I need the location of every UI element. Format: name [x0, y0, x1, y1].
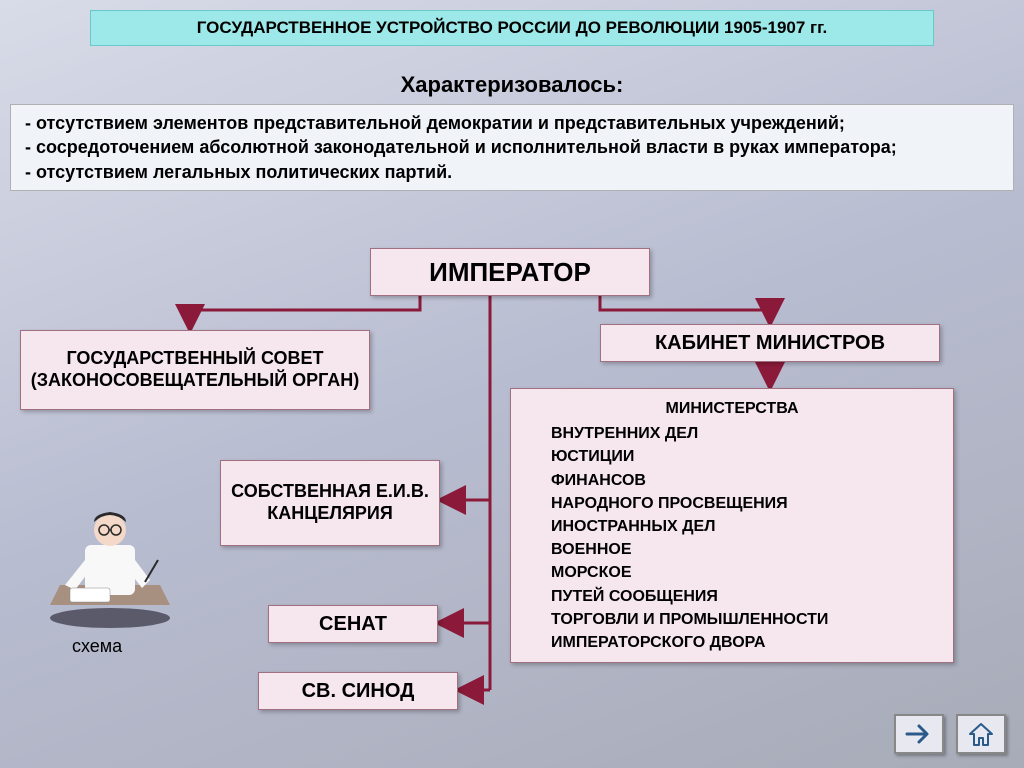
ministry-item: ЮСТИЦИИ — [551, 445, 939, 468]
emperor-label: ИМПЕРАТОР — [429, 257, 591, 288]
node-senate: СЕНАТ — [268, 605, 438, 643]
ministries-box: МИНИСТЕРСТВА ВНУТРЕННИХ ДЕЛЮСТИЦИИФИНАНС… — [510, 388, 954, 663]
ministry-item: ИМПЕРАТОРСКОГО ДВОРА — [551, 631, 939, 654]
ministries-title: МИНИСТЕРСТВА — [551, 397, 939, 420]
ministry-item: ФИНАНСОВ — [551, 469, 939, 492]
ministry-item: ВОЕННОЕ — [551, 538, 939, 561]
characteristics-box: - отсутствием элементов представительной… — [10, 104, 1014, 191]
scheme-label: схема — [72, 636, 122, 657]
node-synod: СВ. СИНОД — [258, 672, 458, 710]
ministry-item: ПУТЕЙ СООБЩЕНИЯ — [551, 585, 939, 608]
subtitle: Характеризовалось: — [0, 72, 1024, 98]
ministry-item: ТОРГОВЛИ И ПРОМЫШЛЕННОСТИ — [551, 608, 939, 631]
characteristics-text: - отсутствием элементов представительной… — [25, 111, 999, 184]
node-council: ГОСУДАРСТВЕННЫЙ СОВЕТ (ЗАКОНОСОВЕЩАТЕЛЬН… — [20, 330, 370, 410]
ministry-item: ВНУТРЕННИХ ДЕЛ — [551, 422, 939, 445]
next-button[interactable] — [894, 714, 944, 754]
node-cabinet: КАБИНЕТ МИНИСТРОВ — [600, 324, 940, 362]
ministry-item: МОРСКОЕ — [551, 561, 939, 584]
chancellery-label: СОБСТВЕННАЯ Е.И.В. КАНЦЕЛЯРИЯ — [229, 481, 431, 524]
title-box: ГОСУДАРСТВЕННОЕ УСТРОЙСТВО РОССИИ ДО РЕВ… — [90, 10, 934, 46]
senate-label: СЕНАТ — [319, 613, 387, 636]
node-emperor: ИМПЕРАТОР — [370, 248, 650, 296]
home-button[interactable] — [956, 714, 1006, 754]
ministry-item: ИНОСТРАННЫХ ДЕЛ — [551, 515, 939, 538]
ministries-list: ВНУТРЕННИХ ДЕЛЮСТИЦИИФИНАНСОВНАРОДНОГО П… — [551, 422, 939, 654]
cabinet-label: КАБИНЕТ МИНИСТРОВ — [655, 332, 885, 355]
node-chancellery: СОБСТВЕННАЯ Е.И.В. КАНЦЕЛЯРИЯ — [220, 460, 440, 546]
title-text: ГОСУДАРСТВЕННОЕ УСТРОЙСТВО РОССИИ ДО РЕВ… — [197, 18, 828, 37]
ministry-item: НАРОДНОГО ПРОСВЕЩЕНИЯ — [551, 492, 939, 515]
clerk-illustration — [30, 490, 190, 630]
synod-label: СВ. СИНОД — [302, 680, 415, 703]
council-label: ГОСУДАРСТВЕННЫЙ СОВЕТ (ЗАКОНОСОВЕЩАТЕЛЬН… — [29, 348, 361, 391]
